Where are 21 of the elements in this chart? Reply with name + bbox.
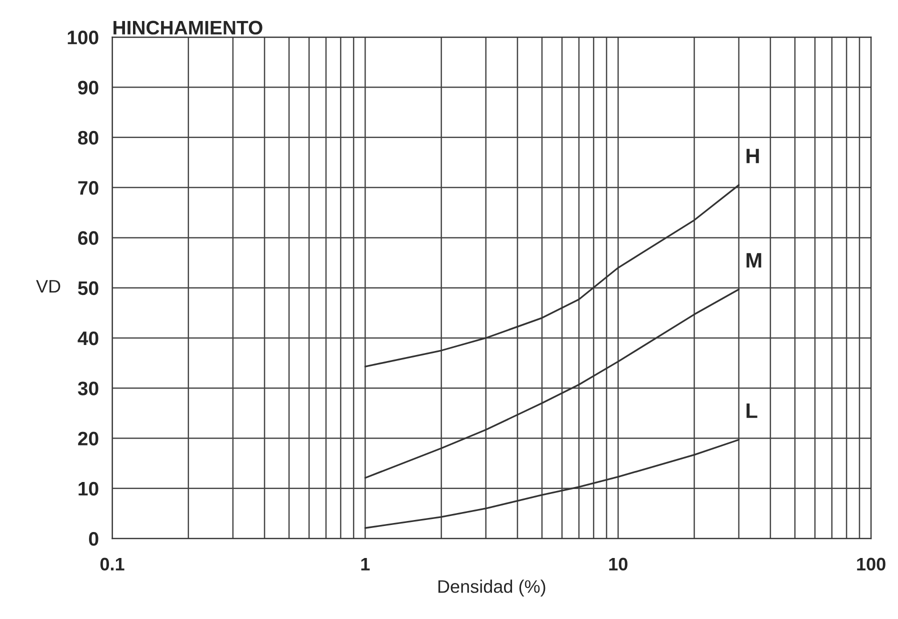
y-tick-label: 80 (78, 130, 98, 145)
chart-title: HINCHAMIENTO (114, 20, 262, 35)
y-tick-label: 30 (78, 382, 98, 396)
x-tick-label: 10 (609, 558, 628, 571)
x-tick-label: 100 (857, 558, 886, 571)
y-tick-label: 60 (78, 231, 98, 245)
y-tick-label: 40 (78, 331, 98, 346)
y-axis-title: VD (36, 280, 60, 293)
y-tick-label: 0 (89, 532, 98, 546)
y-tick-label: 90 (78, 80, 98, 95)
series-label: M (746, 253, 762, 268)
y-tick-label: 50 (78, 281, 98, 296)
y-tick-label: 10 (78, 482, 98, 496)
series-label: L (746, 404, 758, 418)
x-tick-label: 1 (361, 558, 370, 570)
x-tick-label: 0.1 (100, 558, 124, 571)
y-tick-label: 70 (78, 181, 98, 195)
x-axis-title: Densidad (%) (438, 580, 546, 596)
y-tick-label: 20 (78, 432, 98, 446)
y-tick-label: 100 (68, 30, 98, 44)
series-label: H (746, 148, 759, 164)
